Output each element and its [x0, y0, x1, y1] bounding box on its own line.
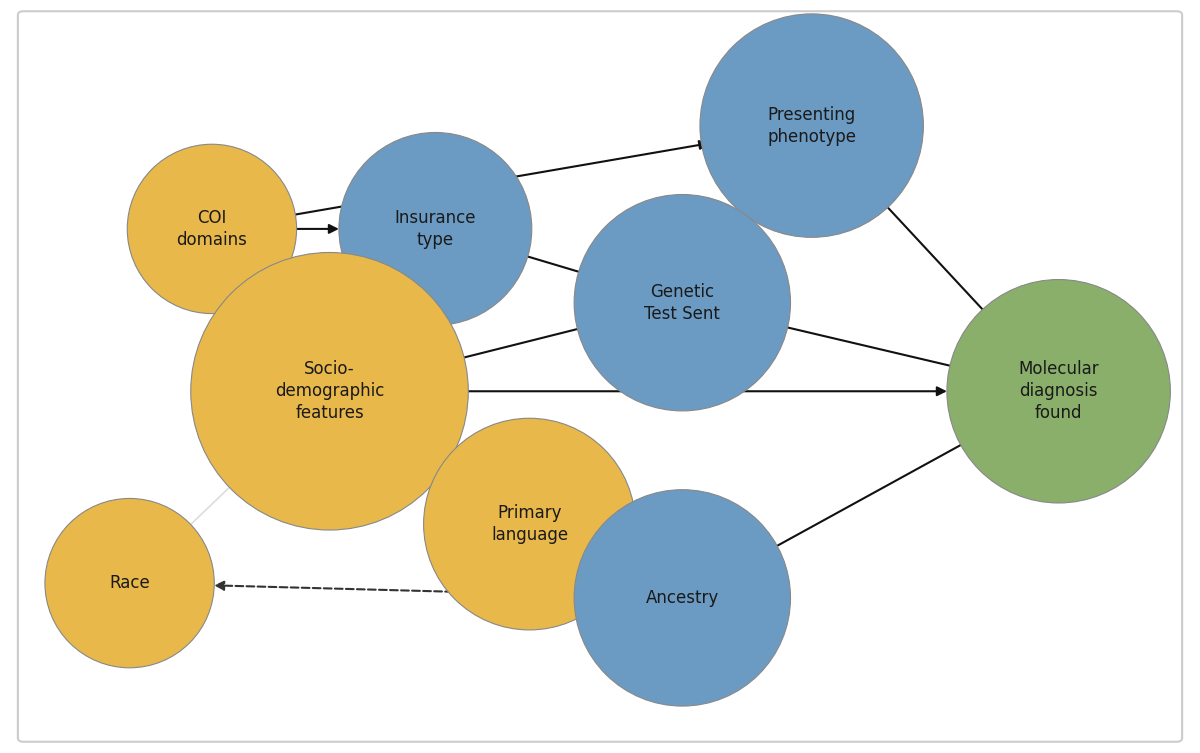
Text: Presenting
phenotype: Presenting phenotype	[767, 105, 856, 145]
Text: COI
domains: COI domains	[176, 209, 247, 249]
Ellipse shape	[574, 489, 791, 706]
Ellipse shape	[127, 145, 296, 313]
Ellipse shape	[338, 133, 532, 325]
Text: Genetic
Test Sent: Genetic Test Sent	[644, 282, 720, 323]
Ellipse shape	[700, 14, 924, 237]
Text: Molecular
diagnosis
found: Molecular diagnosis found	[1019, 360, 1099, 422]
Ellipse shape	[424, 418, 635, 630]
Text: Insurance
type: Insurance type	[395, 209, 476, 249]
Ellipse shape	[191, 252, 468, 530]
Ellipse shape	[574, 194, 791, 411]
Text: Primary
language: Primary language	[491, 504, 568, 544]
Text: Socio-
demographic
features: Socio- demographic features	[275, 360, 384, 422]
Text: Race: Race	[109, 574, 150, 592]
Text: Ancestry: Ancestry	[646, 589, 719, 607]
Ellipse shape	[947, 279, 1170, 503]
Ellipse shape	[44, 498, 215, 668]
